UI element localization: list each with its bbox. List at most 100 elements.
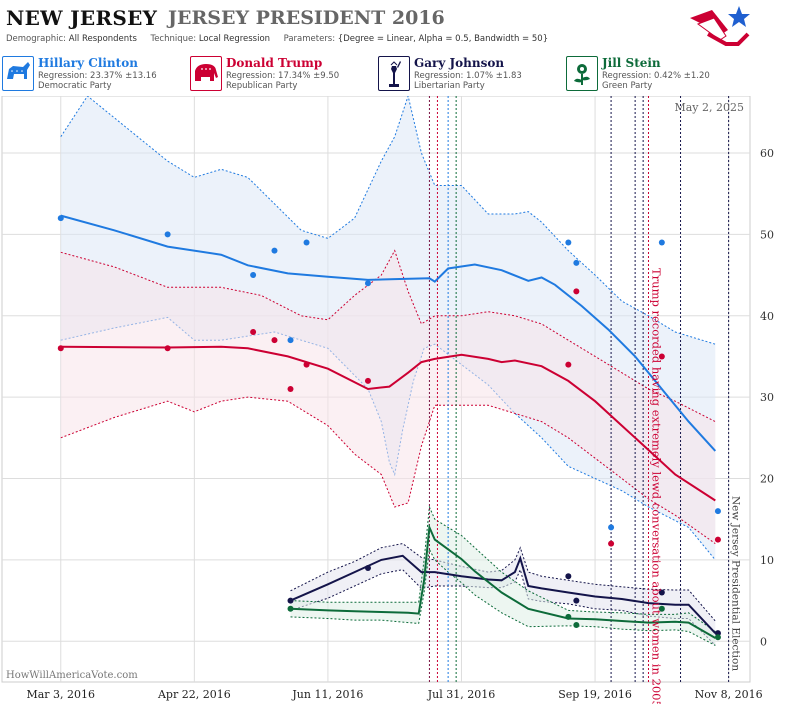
candidate-name: Gary Johnson [414,56,505,70]
x-tick-label: Nov 8, 2016 [695,688,763,701]
series-line [290,554,717,634]
band-upper-line [60,96,716,345]
annotation-label: New Jersey Presidential Election [730,496,742,671]
confidence-band [290,543,716,646]
parameters-value: {Degree = Linear, Alpha = 0.5, Bandwidth… [337,34,549,44]
poll-point [658,589,665,596]
poll-point [565,361,572,368]
poll-point [573,597,580,604]
series-lines [60,214,717,639]
poll-point [250,272,257,279]
y-tick-label: 20 [760,473,774,486]
poll-regression-chart: 0 10 20 30 40 50 60 Mar 3, 2016 Apr 22, 2016 Jun … [1,96,774,704]
flower-icon [566,56,598,91]
poll-point [250,329,257,336]
poll-point [287,337,294,344]
poll-point [164,231,171,238]
poll-point [364,377,371,384]
x-tick-label: Apr 22, 2016 [157,688,231,701]
state-title: NEW JERSEY [6,6,158,30]
annotations: Trump recorded having extremely lewd con… [649,268,741,704]
poll-point [287,386,294,392]
candidate-regression: Regression: 1.07% ±1.83 [414,71,522,81]
donkey-icon [2,56,34,91]
series-line [60,345,716,502]
confidence-band [290,507,716,646]
x-tick-label: Sep 19, 2016 [558,688,632,701]
candidate-regression: Regression: 0.42% ±1.20 [602,71,710,81]
candidate-card-johnson: Gary Johnson Regression: 1.07% ±1.83 Lib… [376,54,561,94]
technique-value: Local Regression [198,34,271,44]
y-tick-label: 50 [760,228,774,241]
poll-points [57,215,721,641]
candidate-name: Jill Stein [602,56,661,70]
poll-point [608,524,615,531]
parameters-line: Demographic: All Respondents Technique: … [6,34,548,44]
annotation-label: Trump recorded having extremely lewd con… [649,268,663,704]
x-tick-label: Jul 31, 2016 [427,688,496,701]
series-line [290,523,716,639]
technique-label: Technique: [150,34,197,44]
demographic-value: All Respondents [68,34,137,44]
poll-point [714,634,721,641]
poll-point [57,345,64,352]
poll-point [714,508,721,515]
parameters-label: Parameters: [283,34,336,44]
band-upper-line [290,505,716,632]
poll-point [565,239,572,246]
band-upper-line [290,543,716,622]
band-lower-line [60,396,716,545]
poll-point [658,239,665,246]
poll-point [565,613,572,620]
x-tick-label: Jun 11, 2016 [291,688,363,701]
poll-point [658,605,665,612]
x-tick-label: Mar 3, 2016 [26,688,95,701]
poll-point [608,540,615,547]
poll-point [565,573,572,580]
date-stamp: May 2, 2025 [674,101,744,114]
chart-header: NEW JERSEY JERSEY PRESIDENT 2016 Demogra… [0,0,789,96]
liberty-statue-icon [378,56,410,91]
event-lines [428,96,730,682]
candidate-card-clinton: Hillary Clinton Regression: 23.37% ±13.1… [0,54,185,94]
y-tick-label: 40 [760,310,774,323]
y-tick-label: 10 [760,554,774,567]
candidate-card-stein: Jill Stein Regression: 0.42% ±1.20 Green… [564,54,749,94]
candidate-card-trump: Donald Trump Regression: 17.34% ±9.50 Re… [188,54,373,94]
poll-point [658,353,665,360]
site-logo-icon [690,6,750,46]
y-tick-label: 30 [760,391,774,404]
poll-point [287,597,294,604]
poll-point [271,247,278,254]
poll-point [164,345,171,352]
confidence-bands [60,96,716,646]
candidate-name: Donald Trump [226,56,323,70]
poll-point [364,280,371,287]
band-lower-line [60,316,716,561]
race-title: JERSEY PRESIDENT 2016 [168,7,445,29]
poll-point [573,622,580,629]
elephant-icon [190,56,222,91]
candidate-regression: Regression: 17.34% ±9.50 [226,71,340,81]
series-line [60,214,717,452]
watermark: HowWillAmericaVote.com [6,670,138,681]
candidate-party: Green Party [602,81,653,91]
band-upper-line [60,249,716,423]
candidate-party: Democratic Party [38,81,112,91]
poll-point [364,565,371,572]
demographic-label: Demographic: [6,34,67,44]
poll-point [714,536,721,543]
poll-point [271,337,278,344]
confidence-band [60,250,716,544]
y-tick-label: 60 [760,147,774,160]
axes: 0 10 20 30 40 50 60 Mar 3, 2016 Apr 22, 2016 Jun … [26,147,774,701]
candidate-party: Republican Party [226,81,298,91]
poll-point [573,288,580,295]
candidate-name: Hillary Clinton [38,56,138,70]
candidate-party: Libertarian Party [414,81,485,91]
y-tick-label: 0 [760,635,767,648]
poll-point [303,239,310,246]
poll-point [573,259,580,266]
poll-point [57,215,64,222]
candidate-regression: Regression: 23.37% ±13.16 [38,71,157,81]
